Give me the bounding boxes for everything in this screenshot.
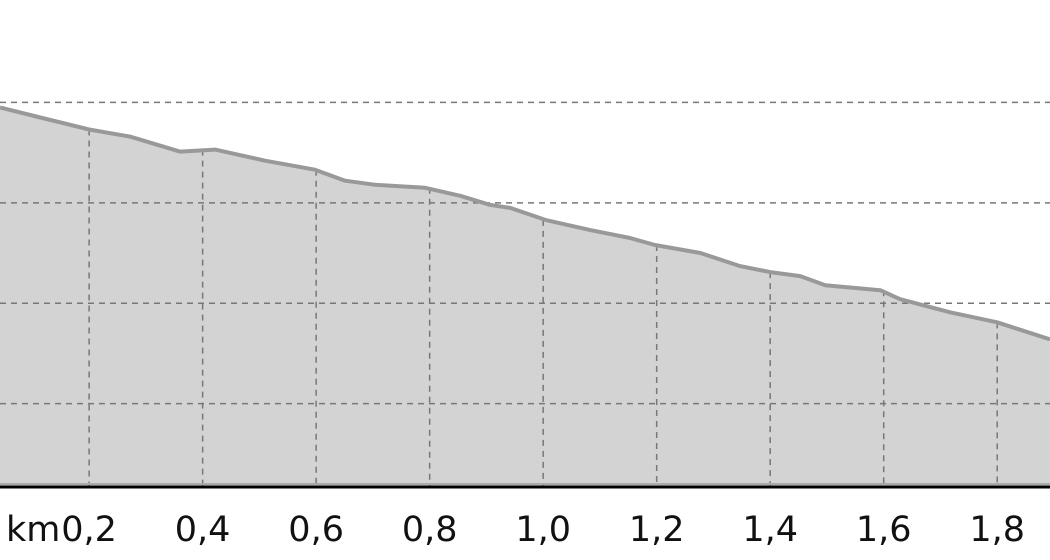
profile-area <box>0 101 1050 488</box>
x-tick-label: 1,0 <box>515 510 571 550</box>
grid <box>0 101 1050 487</box>
x-tick-label: 1,4 <box>742 510 798 550</box>
x-axis <box>0 483 1050 489</box>
x-tick-label: 1,6 <box>856 510 912 550</box>
x-tick-label: 0,6 <box>288 510 344 550</box>
x-tick-label: 1,2 <box>629 510 685 550</box>
profile-line <box>0 105 1050 342</box>
x-tick-label: 1,8 <box>969 510 1025 550</box>
x-tick-label: 0,4 <box>175 510 231 550</box>
x-axis-unit-label: km <box>6 510 60 550</box>
x-tick-labels: 0,2 0,4 0,6 0,8 1,0 1,2 1,4 1,6 1,8 <box>61 510 1025 550</box>
x-tick-label: 0,2 <box>61 510 117 550</box>
x-tick-label: 0,8 <box>402 510 458 550</box>
profile-fill <box>0 107 1050 488</box>
